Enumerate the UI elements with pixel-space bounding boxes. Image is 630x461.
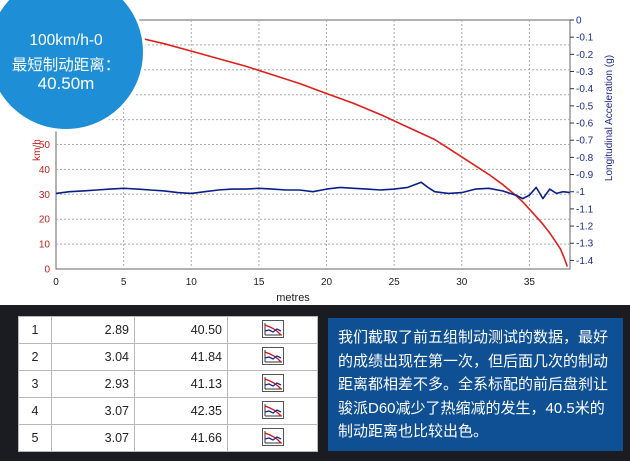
- row-graph-cell[interactable]: [227, 397, 318, 425]
- x-tick-label: 35: [524, 277, 536, 288]
- y-right-tick-label: -0.5: [576, 101, 594, 112]
- y-right-tick-label: -0.8: [576, 153, 594, 164]
- y-right-tick-label: -0.2: [576, 50, 594, 61]
- badge-line-3: 40.50m: [37, 74, 95, 93]
- y-left-tick-label: 20: [39, 215, 51, 226]
- y-right-tick-label: -0.1: [576, 33, 594, 44]
- y-right-tick-label: -1.2: [576, 222, 594, 233]
- row-index: 5: [18, 424, 52, 452]
- row-time: 3.04: [51, 343, 135, 371]
- row-distance: 41.13: [134, 370, 228, 398]
- badge-line-2: 最短制动距离：: [11, 57, 121, 74]
- speed-series-line: [55, 19, 569, 267]
- mini-graph-icon[interactable]: [261, 427, 284, 449]
- x-tick-label: 0: [53, 277, 59, 288]
- badge-line-1: 100km/h-0: [29, 32, 103, 49]
- row-index: 4: [18, 397, 52, 425]
- y-right-tick-label: -0.9: [576, 170, 594, 181]
- row-time: 3.07: [51, 424, 135, 452]
- y-left-tick-label: 50: [39, 140, 51, 151]
- x-tick-label: 10: [186, 277, 198, 288]
- y-left-tick-label: 10: [39, 240, 51, 251]
- y-right-axis-label: Longitudinal Acceleration (g): [604, 55, 615, 181]
- y-right-tick-label: -0.3: [576, 67, 594, 78]
- acceleration-series-line: [55, 181, 571, 200]
- y-left-tick-label: 30: [39, 190, 51, 201]
- row-time: 2.93: [51, 370, 135, 398]
- row-graph-cell[interactable]: [227, 424, 318, 452]
- results-table: 1 2.89 40.50 2 3.04 41.84 3 2.93 41.13 4…: [18, 316, 318, 452]
- row-distance: 41.66: [134, 424, 228, 452]
- y-right-tick-label: -1.1: [576, 204, 594, 215]
- y-right-tick-label: 0: [576, 16, 582, 27]
- y-right-tick-label: -0.7: [576, 136, 594, 147]
- table-row: 4 3.07 42.35: [18, 397, 318, 425]
- caption-text: 我们截取了前五组制动测试的数据，最好的成绩出现在第一次，但后面几次的制动距离都相…: [338, 329, 609, 440]
- x-axis-label: metres: [276, 292, 310, 304]
- row-graph-cell[interactable]: [227, 316, 318, 344]
- x-tick-label: 30: [456, 277, 468, 288]
- mini-graph-icon[interactable]: [261, 373, 284, 395]
- y-right-tick-label: -0.4: [576, 84, 594, 95]
- x-tick-label: 25: [389, 277, 401, 288]
- row-distance: 42.35: [134, 397, 228, 425]
- row-time: 2.89: [51, 316, 135, 344]
- y-left-axis-label: km/h: [32, 139, 43, 161]
- x-tick-label: 20: [321, 277, 333, 288]
- row-index: 2: [18, 343, 52, 371]
- row-index: 1: [18, 316, 52, 344]
- row-distance: 40.50: [134, 316, 228, 344]
- y-right-tick-label: -1.4: [576, 256, 594, 267]
- y-right-tick-label: -1.3: [576, 239, 594, 250]
- mini-graph-icon[interactable]: [261, 319, 284, 341]
- row-graph-cell[interactable]: [227, 343, 318, 371]
- y-left-tick-label: 0: [44, 265, 50, 276]
- mini-graph-icon[interactable]: [261, 346, 284, 368]
- table-row: 1 2.89 40.50: [18, 316, 318, 344]
- mini-graph-icon[interactable]: [261, 400, 284, 422]
- table-row: 3 2.93 41.13: [18, 370, 318, 398]
- y-right-tick-label: -1: [576, 187, 585, 198]
- table-row: 5 3.07 41.66: [18, 424, 318, 452]
- table-row: 2 3.04 41.84: [18, 343, 318, 371]
- x-tick-label: 15: [253, 277, 265, 288]
- y-right-tick-label: -0.6: [576, 119, 594, 130]
- caption-box: 我们截取了前五组制动测试的数据，最好的成绩出现在第一次，但后面几次的制动距离都相…: [328, 318, 623, 451]
- row-index: 3: [18, 370, 52, 398]
- y-left-tick-label: 40: [39, 165, 51, 176]
- row-time: 3.07: [51, 397, 135, 425]
- x-tick-label: 5: [121, 277, 127, 288]
- row-graph-cell[interactable]: [227, 370, 318, 398]
- row-distance: 41.84: [134, 343, 228, 371]
